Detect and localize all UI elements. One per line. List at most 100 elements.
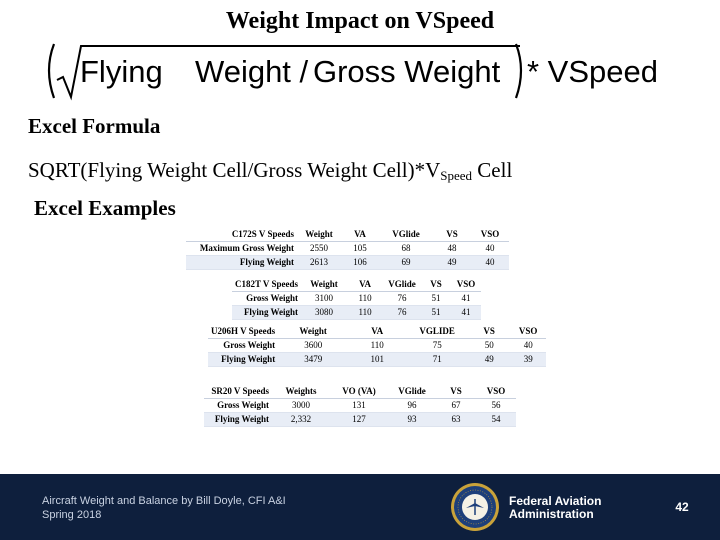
table-header-cell: VGlide [383,278,422,292]
u206h-vspeed-table: U206H V Speeds Weight VA VGLIDE VS VSO G… [208,325,547,367]
footer-credit: Aircraft Weight and Balance by Bill Doyl… [42,494,286,522]
table-cell: 41 [451,291,482,306]
c172s-vspeed-table: C172S V Speeds Weight VA VGlide VS VSO M… [186,228,509,270]
table-cell: Flying Weight [186,255,297,270]
table-row: Gross Weight 3600 110 75 50 40 [208,338,547,353]
table-row: Maximum Gross Weight 2550 105 68 48 40 [186,241,509,256]
table-cell: 131 [330,398,388,413]
table-cell: 54 [476,412,516,427]
table-header-cell: Weight [301,278,348,292]
table-cell: 110 [348,338,407,353]
table-header-cell: VGlide [379,228,433,242]
table-row: Flying Weight 3479 101 71 49 39 [208,352,547,367]
excel-examples-heading: Excel Examples [34,196,176,220]
table-header-cell: C182T V Speeds [232,278,302,292]
table-cell: 110 [347,305,384,320]
table-cell: Gross Weight [204,398,272,413]
table-header-row: C172S V Speeds Weight VA VGlide VS VSO [186,228,509,242]
table-header-cell: C172S V Speeds [186,228,297,242]
table-cell: 68 [379,241,433,256]
table-cell: 63 [436,412,476,427]
table-cell: 51 [421,305,452,320]
table-header-cell: VSO [471,228,509,242]
faa-seal-icon [451,483,499,531]
table-row: Flying Weight 2,332 127 93 63 54 [204,412,516,427]
table-header-cell: VA [347,278,384,292]
table-header-cell: SR20 V Speeds [204,385,272,399]
table-header-cell: VS [421,278,452,292]
table-cell: 3600 [278,338,349,353]
slide-title: Weight Impact on VSpeed [225,8,495,34]
table-cell: 2,332 [272,412,330,427]
table-cell: 67 [436,398,476,413]
table-cell: Flying Weight [208,352,279,367]
table-row: Gross Weight 3000 131 96 67 56 [204,398,516,413]
agency-name-line2: Administration [509,507,594,521]
formula-radical-icon [47,43,523,101]
table-cell: 75 [406,338,469,353]
table-cell: 50 [468,338,511,353]
table-cell: 2613 [297,255,341,270]
table-cell: 93 [388,412,436,427]
formula-gross-weight-text: Gross Weight [313,54,501,89]
table-header-cell: Weight [297,228,341,242]
table-header-cell: VS [433,228,471,242]
table-cell: Flying Weight [204,412,272,427]
table-cell: 3000 [272,398,330,413]
formula-weight-text: Weight / [195,54,309,89]
agency-name-line1: Federal Aviation [509,494,602,508]
excel-formula-heading: Excel Formula [28,114,161,138]
page-number: 42 [675,500,689,514]
formula-vspeed-text: * VSpeed [527,54,658,89]
table-cell: 3080 [301,305,348,320]
table-cell: 76 [383,305,422,320]
table-cell: 41 [451,305,482,320]
table-header-cell: VS [436,385,476,399]
table-cell: Gross Weight [208,338,279,353]
sr20-vspeed-table: SR20 V Speeds Weights VO (VA) VGlide VS … [204,385,516,427]
table-cell: 96 [388,398,436,413]
table-header-cell: Weights [272,385,330,399]
expression-suffix: Cell [472,158,513,182]
footer-bar: Aircraft Weight and Balance by Bill Doyl… [0,474,720,540]
table-header-cell: VGLIDE [406,325,469,339]
table-cell: 110 [347,291,384,306]
table-row: Gross Weight 3100 110 76 51 41 [232,291,482,306]
table-header-cell: VSO [510,325,547,339]
table-cell: 69 [379,255,433,270]
table-header-cell: VSO [476,385,516,399]
table-cell: 2550 [297,241,341,256]
table-header-cell: VS [468,325,511,339]
table-header-row: SR20 V Speeds Weights VO (VA) VGlide VS … [204,385,516,399]
table-header-cell: VSO [451,278,482,292]
table-cell: 71 [406,352,469,367]
formula-flying-text: Flying [80,54,163,89]
table-cell: 39 [510,352,547,367]
vspeed-formula-image: Flying Weight / Gross Weight * VSpeed [40,40,680,102]
table-header-cell: VO (VA) [330,385,388,399]
table-cell: Gross Weight [232,291,302,306]
table-header-cell: VGlide [388,385,436,399]
agency-name: Federal Aviation Administration [509,495,601,521]
table-cell: 49 [433,255,471,270]
c182t-vspeed-table: C182T V Speeds Weight VA VGlide VS VSO G… [232,278,482,320]
table-header-cell: U206H V Speeds [208,325,279,339]
table-cell: 3479 [278,352,349,367]
expression-subscript: Speed [440,168,473,183]
table-cell: 76 [383,291,422,306]
table-cell: 40 [471,241,509,256]
table-header-row: C182T V Speeds Weight VA VGlide VS VSO [232,278,482,292]
table-cell: 127 [330,412,388,427]
table-cell: 105 [341,241,379,256]
table-row: Flying Weight 3080 110 76 51 41 [232,305,482,320]
footer-credit-line1: Aircraft Weight and Balance by Bill Doyl… [42,495,286,507]
table-cell: 40 [471,255,509,270]
table-cell: 51 [421,291,452,306]
faa-seal-logo [450,482,500,532]
table-header-cell: VA [348,325,407,339]
table-cell: 3100 [301,291,348,306]
expression-prefix: SQRT(Flying Weight Cell/Gross Weight Cel… [28,158,441,182]
table-row: Flying Weight 2613 106 69 49 40 [186,255,509,270]
table-header-cell: VA [341,228,379,242]
table-header-cell: Weight [278,325,349,339]
